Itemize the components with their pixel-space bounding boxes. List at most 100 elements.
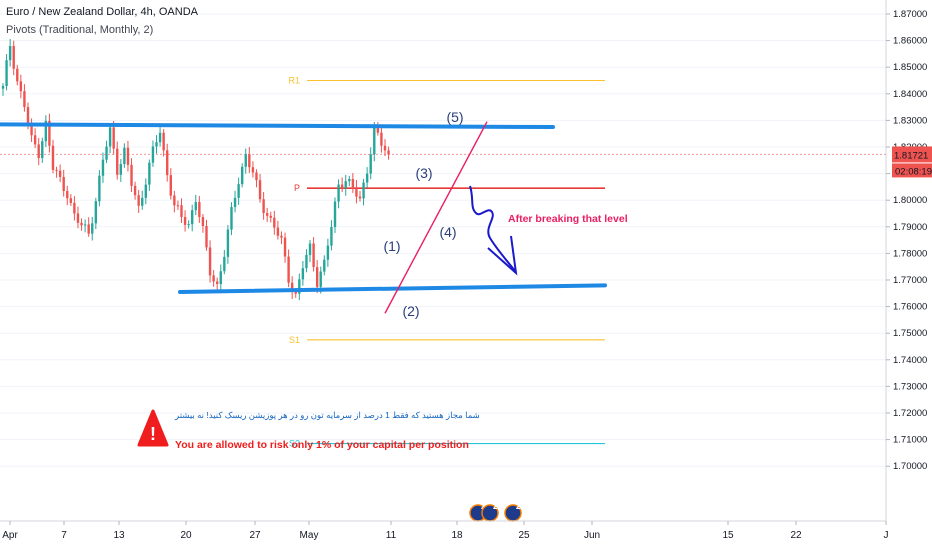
candle-body xyxy=(383,145,387,151)
candle-body xyxy=(290,282,294,292)
arrow-stroke[interactable] xyxy=(469,185,517,273)
candle-countdown: 02:08:19 xyxy=(895,166,932,177)
warning-exclamation: ! xyxy=(150,424,156,444)
candle-body xyxy=(123,147,126,165)
candle-body xyxy=(169,175,172,196)
price-tick-label: 1.84000 xyxy=(893,89,927,100)
candle-body xyxy=(358,196,362,199)
pivot-label-s2: S2 xyxy=(289,439,300,449)
price-tick-label: 1.78000 xyxy=(893,248,927,259)
annotation-text: After breaking that level xyxy=(508,213,628,225)
price-tick-label: 1.86000 xyxy=(893,36,927,47)
candle-body xyxy=(187,224,190,226)
candle-body xyxy=(48,120,51,146)
candle-body xyxy=(98,175,101,202)
warning-annotation[interactable]: ! شما مجاز هستید که فقط 1 درصد از سرمایه … xyxy=(137,409,480,451)
candle-body xyxy=(273,217,276,228)
time-tick-label: 20 xyxy=(180,530,192,541)
projection-arrow[interactable] xyxy=(469,185,518,276)
wave-label: (3) xyxy=(415,165,432,181)
current-price-value: 1.81721 xyxy=(894,150,928,161)
candle-body xyxy=(333,201,337,227)
candle-body xyxy=(183,216,187,225)
candle-body xyxy=(151,146,155,163)
warning-text-en: You are allowed to risk only 1% of your … xyxy=(175,439,469,451)
wave-label: (5) xyxy=(446,109,463,125)
time-tick-label: 13 xyxy=(113,530,125,541)
candle-body xyxy=(26,107,30,124)
wedge-trendline[interactable] xyxy=(384,121,488,314)
wave-label: (1) xyxy=(383,238,400,254)
candle-body xyxy=(37,144,40,159)
time-tick-label: 11 xyxy=(386,530,397,541)
candle-body xyxy=(355,187,358,197)
warning-text-fa: شما مجاز هستید که فقط 1 درصد از سرمایه ت… xyxy=(174,410,480,421)
candle-body xyxy=(380,132,383,146)
candle-body xyxy=(162,132,165,151)
candle-body xyxy=(194,202,197,211)
indicator-legend[interactable]: Pivots (Traditional, Monthly, 2) xyxy=(6,24,154,36)
candle-body xyxy=(387,150,390,155)
candle-body xyxy=(69,198,73,203)
candle-body xyxy=(126,147,130,165)
time-axis[interactable]: Apr 7 13 20 27 May 11 18 25 Jun 15 22 J xyxy=(0,520,889,541)
candle-body xyxy=(180,205,183,217)
candle-body xyxy=(80,222,83,226)
candle-body xyxy=(108,127,112,147)
candle-body xyxy=(223,256,226,272)
candle-body xyxy=(240,166,244,185)
candle-body xyxy=(87,224,90,234)
pivot-label-p: P xyxy=(294,183,300,193)
time-tick-label: 25 xyxy=(518,530,530,541)
candle-body xyxy=(41,141,44,159)
candle-body xyxy=(58,170,62,177)
candle-body xyxy=(362,182,365,199)
candle-body xyxy=(116,148,119,175)
candle-body xyxy=(330,226,333,246)
candle-body xyxy=(66,191,69,199)
candle-body xyxy=(94,201,98,224)
candle-body xyxy=(269,215,272,218)
time-tick-label: J xyxy=(884,530,889,541)
candle-body xyxy=(212,275,215,282)
candle-body xyxy=(305,254,308,269)
candle-body xyxy=(62,176,65,192)
time-tick-label: 22 xyxy=(790,530,802,541)
candle-body xyxy=(176,205,180,207)
candle-body xyxy=(166,150,169,176)
candle-body xyxy=(8,46,12,61)
candle-body xyxy=(83,224,87,226)
candle-body xyxy=(340,184,344,189)
candle-body xyxy=(301,268,305,280)
price-tick-label: 1.77000 xyxy=(893,275,927,286)
candle-body xyxy=(205,226,208,248)
trendline-resistance[interactable] xyxy=(0,122,555,130)
price-tick-label: 1.76000 xyxy=(893,302,927,313)
time-tick-label: 27 xyxy=(249,530,261,541)
candle-body xyxy=(33,135,37,145)
candle-body xyxy=(23,91,26,108)
time-tick-label: 7 xyxy=(61,530,67,541)
price-axis[interactable]: 1.870001.860001.850001.840001.830001.820… xyxy=(885,0,932,521)
wave-label: (4) xyxy=(439,224,456,240)
symbol-title[interactable]: Euro / New Zealand Dollar, 4h, OANDA xyxy=(6,6,198,18)
time-tick-label: 18 xyxy=(451,530,463,541)
candle-body xyxy=(216,281,219,285)
candle-body xyxy=(119,164,123,175)
candle-body xyxy=(351,179,355,188)
candle-body xyxy=(208,247,212,276)
event-badge-count: 2 xyxy=(493,502,498,511)
arrow-head-icon[interactable] xyxy=(487,235,518,276)
candle-body xyxy=(55,169,58,171)
candle-body xyxy=(276,227,280,236)
candle-body xyxy=(112,127,115,149)
trendline-support[interactable] xyxy=(178,283,607,294)
candle-body xyxy=(326,245,330,260)
candle-body xyxy=(101,159,105,176)
price-tick-label: 1.85000 xyxy=(893,62,927,73)
candle-body xyxy=(294,291,297,294)
trendlines[interactable] xyxy=(0,121,607,314)
time-tick-label: Jun xyxy=(584,530,600,541)
